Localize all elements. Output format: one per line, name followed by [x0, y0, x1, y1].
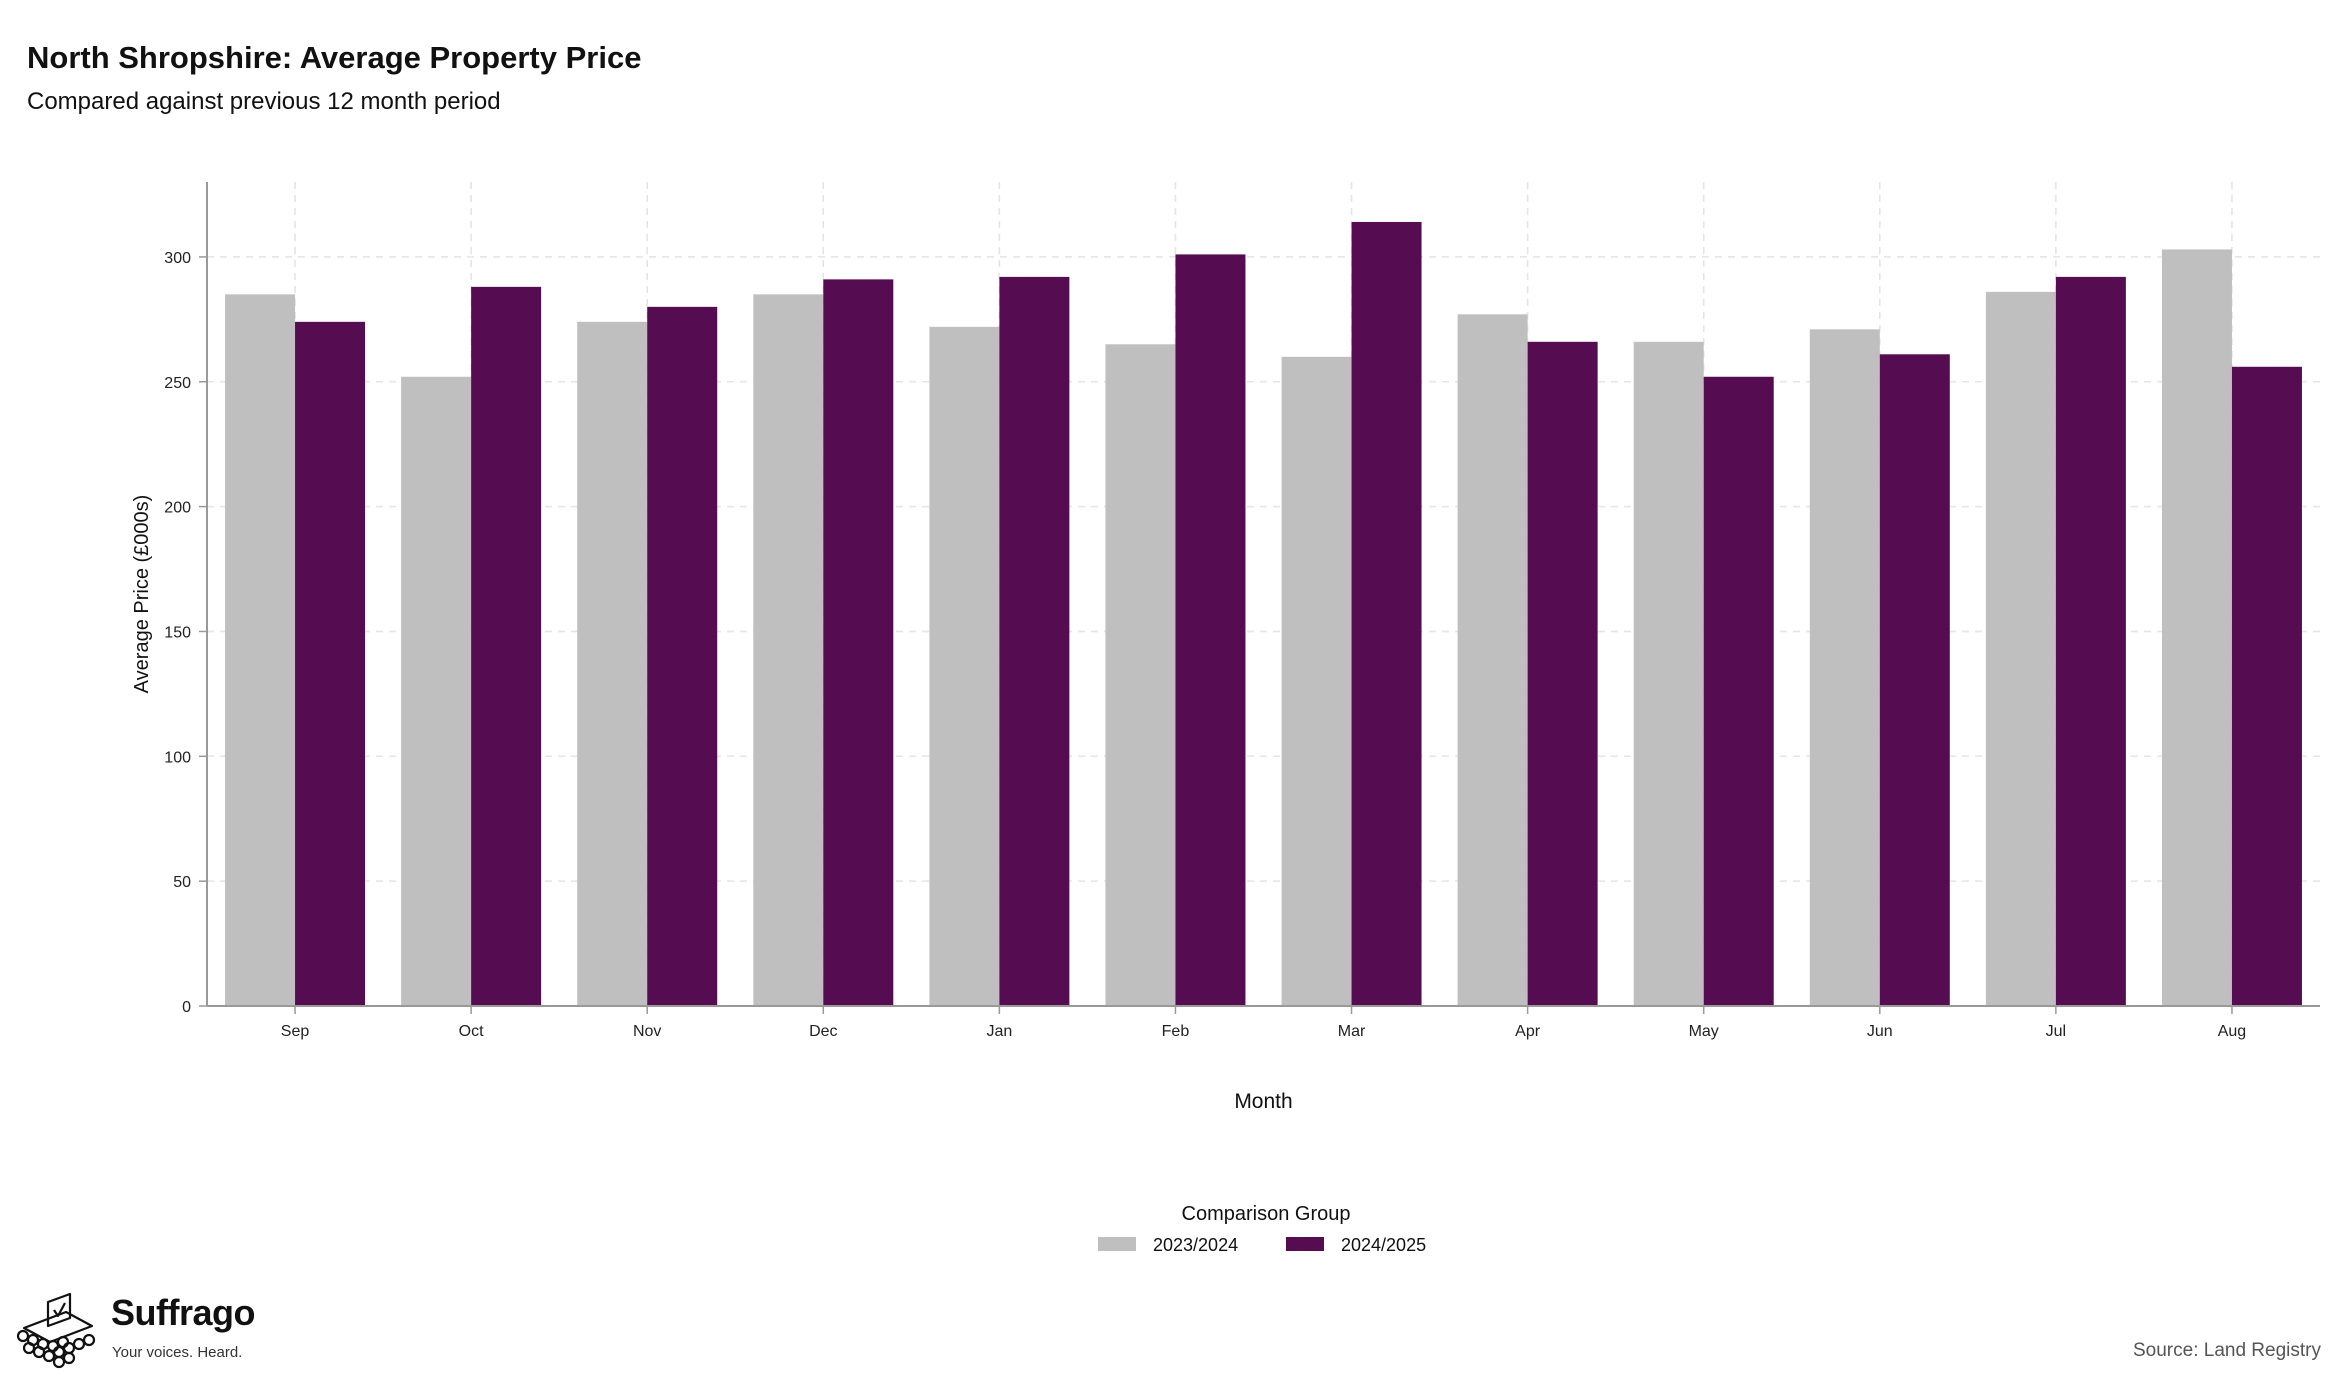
x-tick-label: May — [1689, 1023, 1719, 1040]
chart-title: North Shropshire: Average Property Price — [27, 40, 642, 75]
suffrago-logo: Suffrago Your voices. Heard. — [14, 1290, 264, 1380]
bar-2023-2024-sep — [225, 294, 296, 1006]
x-tick-label: Oct — [459, 1023, 484, 1040]
bar-2024-2025-apr — [1527, 341, 1598, 1007]
y-axis-title: Average Price (£000s) — [131, 495, 153, 694]
bar-2024-2025-may — [1703, 376, 1774, 1006]
y-tick-label: 150 — [164, 624, 191, 641]
x-tick-label: Jun — [1867, 1023, 1893, 1040]
x-tick-label: Apr — [1515, 1023, 1541, 1040]
bar-2023-2024-feb — [1105, 344, 1176, 1006]
legend-swatch-2023-2024 — [1098, 1237, 1136, 1251]
bar-2023-2024-nov — [577, 321, 648, 1006]
y-tick-label: 300 — [164, 250, 191, 267]
y-tick-label: 250 — [164, 375, 191, 392]
axes — [199, 182, 2320, 1014]
x-tick-label: Jan — [986, 1023, 1012, 1040]
bar-2024-2025-jun — [1879, 354, 1950, 1007]
y-tick-label: 0 — [182, 999, 191, 1016]
bar-2023-2024-dec — [753, 294, 824, 1006]
legend-swatch-2024-2025 — [1286, 1237, 1324, 1251]
x-tick-label: Sep — [281, 1023, 310, 1040]
logo-name: Suffrago — [111, 1292, 256, 1333]
bar-2023-2024-jul — [1985, 291, 2056, 1006]
bar-2023-2024-oct — [401, 376, 472, 1006]
ballot-box-icon — [16, 1292, 96, 1369]
bar-2024-2025-jan — [999, 276, 1070, 1006]
bar-2024-2025-aug — [2231, 366, 2302, 1006]
x-tick-label: Aug — [2218, 1023, 2246, 1040]
chart-subtitle: Compared against previous 12 month perio… — [27, 88, 501, 115]
x-tick-label: Dec — [809, 1023, 837, 1040]
bar-2023-2024-jun — [1809, 329, 1880, 1007]
legend-label-2023-2024: 2023/2024 — [1153, 1235, 1238, 1255]
legend: Comparison Group 2023/2024 2024/2025 — [1098, 1203, 1426, 1255]
legend-title: Comparison Group — [1182, 1203, 1351, 1225]
axis-labels: 0 50 100 150 200 250 300 Sep Oct Nov Dec Jan Feb Mar A… — [131, 250, 2246, 1113]
logo-tagline: Your voices. Heard. — [112, 1344, 243, 1361]
legend-label-2024-2025: 2024/2025 — [1341, 1235, 1426, 1255]
gridlines — [207, 182, 2320, 1006]
bar-2023-2024-aug — [2161, 249, 2232, 1006]
bar-2023-2024-jan — [929, 326, 1000, 1007]
x-tick-label: Feb — [1162, 1023, 1190, 1040]
bar-2023-2024-apr — [1457, 314, 1528, 1007]
bar-2024-2025-sep — [295, 321, 366, 1006]
y-tick-label: 200 — [164, 500, 191, 517]
bar-2023-2024-mar — [1281, 356, 1352, 1007]
bar-2023-2024-may — [1633, 341, 1704, 1007]
bar-2024-2025-mar — [1351, 221, 1422, 1006]
bar-2024-2025-feb — [1175, 254, 1246, 1007]
y-tick-label: 100 — [164, 749, 191, 766]
bar-2024-2025-dec — [823, 279, 894, 1006]
bar-2024-2025-jul — [2055, 276, 2126, 1006]
y-tick-label: 50 — [173, 874, 191, 891]
x-tick-label: Nov — [633, 1023, 661, 1040]
bar-2024-2025-oct — [471, 286, 542, 1006]
source-note: Source: Land Registry — [2133, 1340, 2321, 1361]
x-axis-title: Month — [1234, 1090, 1292, 1113]
bar-2024-2025-nov — [647, 306, 718, 1006]
bars — [225, 221, 2302, 1007]
x-tick-label: Jul — [2046, 1023, 2066, 1040]
x-tick-label: Mar — [1338, 1023, 1366, 1040]
